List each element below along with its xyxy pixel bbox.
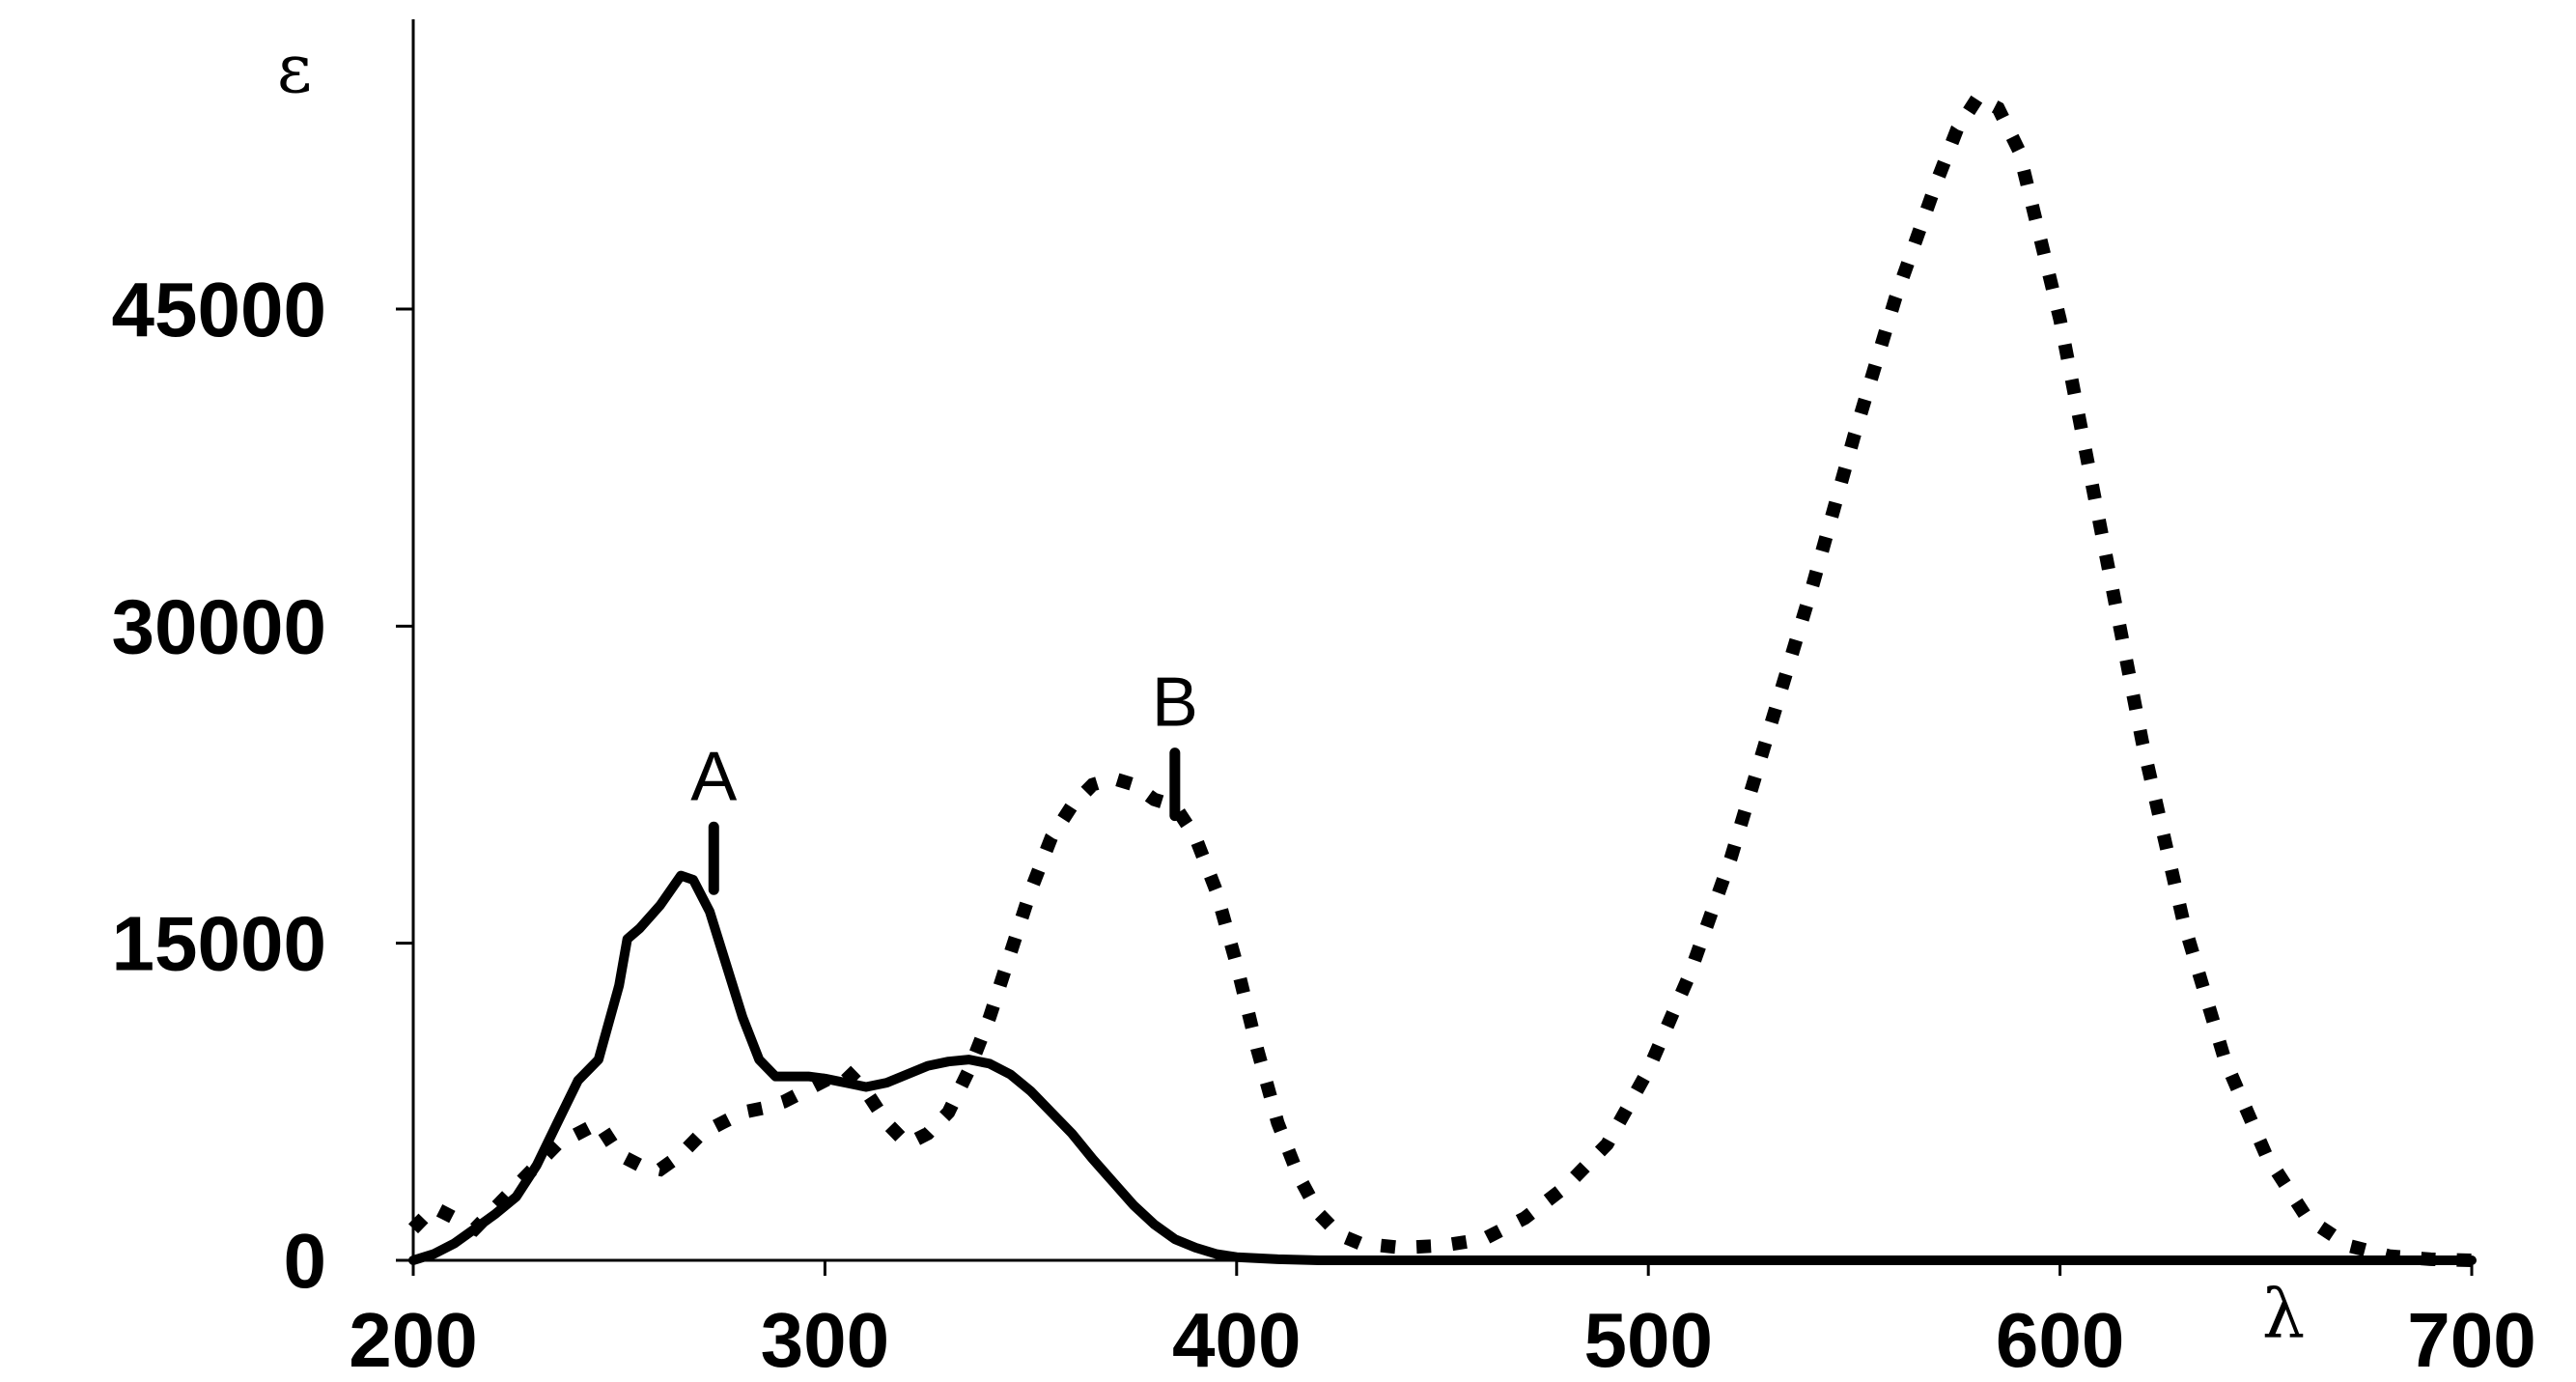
series-line-solid <box>408 870 2477 1265</box>
x-tick-label: 200 <box>349 1297 477 1382</box>
x-tick-label: 600 <box>1996 1297 2124 1382</box>
y-tick-label: 0 <box>284 1218 327 1304</box>
annotations: AB <box>690 664 1198 895</box>
y-axis-label: ε <box>277 29 312 108</box>
x-tick-label: 400 <box>1172 1297 1301 1382</box>
series-group <box>407 88 2477 1267</box>
y-tick-label: 45000 <box>112 267 326 353</box>
x-tick-label: 300 <box>761 1297 889 1382</box>
annotation-label-B: B <box>1152 664 1198 742</box>
x-axis-ticks: 200 300 400 500 600 700 <box>349 1260 2536 1382</box>
x-tick-label: 500 <box>1583 1297 1712 1382</box>
x-axis-label: λ <box>2262 1275 2305 1354</box>
annotation-label-A: A <box>690 738 737 815</box>
x-tick-label: 700 <box>2407 1297 2535 1382</box>
y-tick-label: 15000 <box>112 901 326 987</box>
series-line-dotted <box>407 88 2473 1267</box>
axes <box>411 19 2472 1262</box>
y-tick-label: 30000 <box>112 583 326 669</box>
y-axis-ticks: 0 15000 30000 45000 <box>112 267 413 1304</box>
